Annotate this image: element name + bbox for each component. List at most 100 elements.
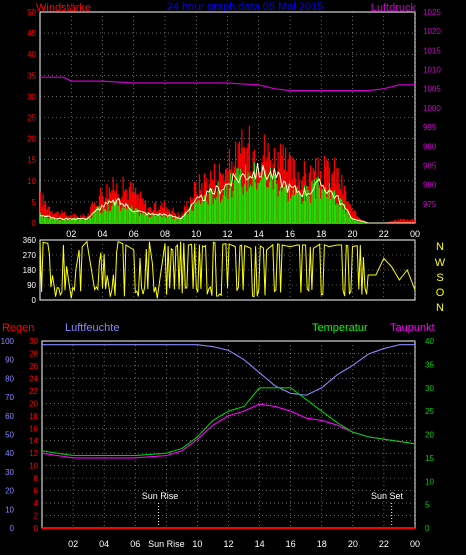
direction-label-n-top: N [436, 241, 444, 253]
wind-tick-20: 20 [27, 135, 36, 144]
rain-tick-10: 10 [29, 462, 38, 471]
x-tick-top-04: 04 [97, 229, 107, 239]
sun-rise-label: Sun Rise [142, 491, 179, 501]
humidity-tick-0: 0 [10, 524, 15, 533]
temperature-line [41, 387, 416, 457]
rain-tick-6: 6 [34, 487, 39, 496]
temperature-label: Temperatur [312, 322, 368, 334]
x-tick-top-18: 18 [316, 229, 326, 239]
humidity-line [42, 344, 415, 396]
direction-label-o: O [436, 287, 445, 299]
wind-tick-0: 0 [32, 219, 37, 228]
dir-tick-180: 180 [23, 266, 37, 275]
pressure-tick-1000: 1000 [423, 104, 441, 113]
pressure-line [40, 76, 415, 92]
wind-tick-40: 40 [27, 50, 36, 59]
rain-tick-26: 26 [29, 362, 38, 371]
pressure-tick-1025: 1025 [423, 8, 441, 17]
x-tick-top-22: 22 [379, 229, 389, 239]
humidity-tick-80: 80 [5, 374, 14, 383]
dir-tick-360: 360 [23, 236, 37, 245]
pressure-tick-1010: 1010 [423, 66, 441, 75]
temperature-tick-35: 35 [425, 360, 434, 369]
humidity-tick-50: 50 [5, 431, 14, 440]
wind-tick-15: 15 [27, 156, 36, 165]
humidity-tick-30: 30 [5, 468, 14, 477]
humidity-tick-10: 10 [5, 505, 14, 514]
tick-labels-layer: 0510152025303540455097598098599099510001… [1, 8, 442, 549]
x-tick-top-14: 14 [254, 229, 264, 239]
x-tick-bottom-4: 10 [192, 539, 202, 549]
humidity-label: Luftfeuchte [65, 322, 119, 334]
temperature-tick-40: 40 [425, 337, 434, 346]
data-marks-layer [39, 76, 416, 529]
dir-tick-90: 90 [27, 281, 36, 290]
wind-tick-10: 10 [27, 177, 36, 186]
temperature-tick-30: 30 [425, 384, 434, 393]
pressure-tick-990: 990 [423, 142, 437, 151]
x-tick-top-12: 12 [222, 229, 232, 239]
rain-tick-18: 18 [29, 412, 38, 421]
header-title: 24 hour graph data 05 Mai 2015 [167, 1, 324, 13]
pressure-tick-975: 975 [423, 200, 437, 209]
x-tick-bottom-9: 20 [348, 539, 358, 549]
rain-tick-4: 4 [34, 499, 39, 508]
pressure-tick-985: 985 [423, 161, 437, 170]
grid-layer [40, 12, 416, 528]
rain-tick-16: 16 [29, 424, 38, 433]
sun-set-label: Sun Set [371, 491, 404, 501]
x-tick-bottom-7: 16 [286, 539, 296, 549]
humidity-tick-40: 40 [5, 449, 14, 458]
humidity-tick-100: 100 [1, 337, 15, 346]
pressure-tick-1005: 1005 [423, 85, 441, 94]
rain-tick-24: 24 [29, 374, 38, 383]
rain-tick-14: 14 [29, 437, 38, 446]
rain-tick-8: 8 [34, 474, 39, 483]
dewpoint-label: Taupunkt [390, 322, 435, 334]
pressure-tick-995: 995 [423, 123, 437, 132]
humidity-tick-60: 60 [5, 412, 14, 421]
wind-tick-50: 50 [27, 8, 36, 17]
x-tick-top-02: 02 [66, 229, 76, 239]
pressure-tick-1020: 1020 [423, 27, 441, 36]
x-tick-top-20: 20 [347, 229, 357, 239]
header-left-label: Windstärke [36, 2, 91, 14]
x-tick-bottom-3: Sun Rise [148, 539, 185, 549]
dir-tick-0: 0 [32, 296, 37, 305]
x-tick-top-00: 00 [410, 229, 420, 239]
x-tick-bottom-2: 06 [130, 539, 140, 549]
rain-tick-28: 28 [29, 349, 38, 358]
wind-tick-25: 25 [27, 114, 36, 123]
wind-tick-35: 35 [27, 71, 36, 80]
temperature-tick-20: 20 [425, 431, 434, 440]
x-tick-bottom-1: 04 [99, 539, 109, 549]
wind-direction-trace [39, 240, 416, 299]
pressure-tick-980: 980 [423, 181, 437, 190]
x-tick-top-08: 08 [160, 229, 170, 239]
x-tick-bottom-5: 12 [223, 539, 233, 549]
rain-tick-20: 20 [29, 399, 38, 408]
x-tick-bottom-10: 22 [379, 539, 389, 549]
direction-label-w: W [435, 257, 446, 269]
temperature-tick-5: 5 [425, 501, 430, 510]
rain-tick-22: 22 [29, 387, 38, 396]
rain-tick-0: 0 [34, 524, 39, 533]
direction-label-n-bottom: N [436, 302, 444, 314]
dir-tick-270: 270 [23, 251, 37, 260]
x-tick-bottom-11: 00 [410, 539, 420, 549]
x-tick-bottom-0: 02 [68, 539, 78, 549]
rain-tick-2: 2 [34, 512, 39, 521]
humidity-tick-90: 90 [5, 356, 14, 365]
rain-tick-30: 30 [29, 337, 38, 346]
rain-tick-12: 12 [29, 449, 38, 458]
temperature-tick-10: 10 [425, 477, 434, 486]
x-tick-top-16: 16 [285, 229, 295, 239]
temperature-tick-25: 25 [425, 407, 434, 416]
wind-average-line [39, 163, 415, 224]
pressure-tick-1015: 1015 [423, 46, 441, 55]
wind-tick-30: 30 [27, 92, 36, 101]
rain-label: Regen [2, 322, 34, 334]
wind-tick-5: 5 [32, 198, 37, 207]
